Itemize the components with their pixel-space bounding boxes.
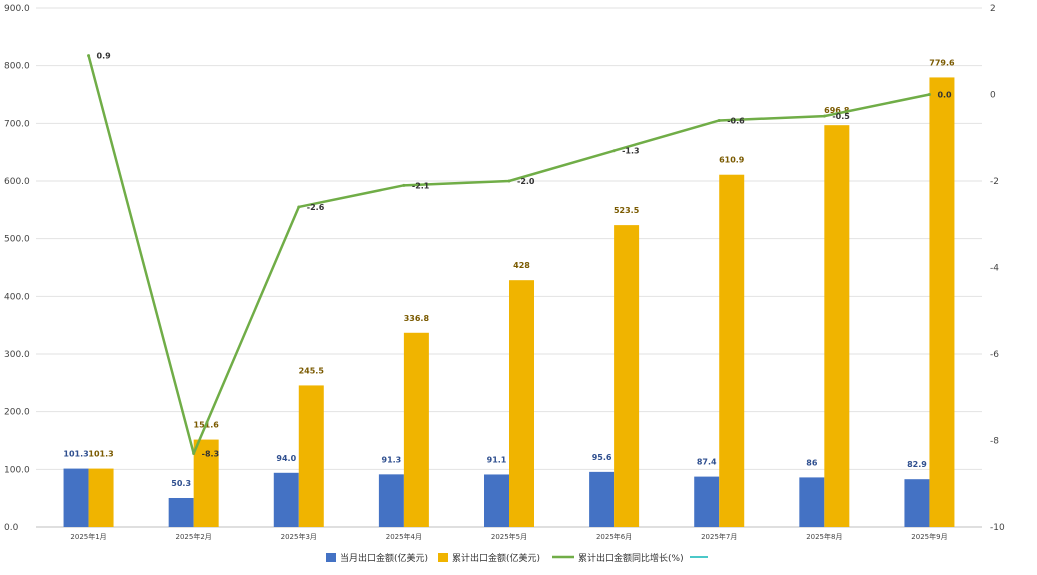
data-label-monthly: 87.4 (697, 458, 717, 467)
legend-label-cumulative: 累计出口金额(亿美元) (452, 552, 540, 564)
data-label-monthly: 95.6 (592, 453, 612, 462)
bar-cumulative-export (824, 125, 850, 528)
bar-monthly-export (63, 468, 89, 527)
x-axis-category-label: 2025年4月 (386, 532, 422, 541)
bar-monthly-export (378, 474, 404, 527)
bar-monthly-export (484, 474, 509, 527)
x-axis-category-label: 2025年5月 (491, 532, 527, 541)
right-axis-tick-label: 0 (990, 91, 996, 101)
left-axis-tick-label: 400.0 (4, 292, 30, 302)
left-axis-tick-label: 0.0 (4, 523, 19, 533)
data-label-growth: 0.0 (937, 91, 952, 100)
bar-cumulative-export (719, 174, 745, 527)
bar-monthly-export (273, 472, 299, 527)
data-label-cumulative: 428 (513, 261, 530, 270)
line-point (402, 183, 406, 187)
data-label-cumulative: 245.5 (299, 366, 325, 375)
line-point (192, 451, 196, 455)
line-point (87, 54, 91, 58)
left-axis-tick-label: 800.0 (4, 62, 30, 72)
data-label-cumulative: 610.9 (719, 156, 745, 165)
line-point (717, 118, 721, 122)
x-axis-category-label: 2025年6月 (596, 532, 632, 541)
bar-cumulative-export (509, 280, 534, 527)
data-label-growth: -2.6 (307, 203, 325, 212)
data-label-monthly: 101.3 (63, 450, 88, 459)
right-axis-tick-label: -4 (990, 264, 999, 274)
left-axis-tick-label: 500.0 (4, 235, 30, 245)
bar-cumulative-export (193, 439, 219, 527)
bar-cumulative-export (403, 332, 429, 527)
bar-monthly-export (694, 476, 720, 527)
left-axis-tick-label: 900.0 (4, 4, 30, 14)
data-label-cumulative: 696.8 (824, 106, 850, 115)
bar-monthly-export (799, 477, 825, 527)
bar-cumulative-export (298, 385, 324, 527)
data-label-cumulative: 101.3 (88, 450, 113, 459)
right-axis-tick-label: -8 (990, 437, 999, 447)
left-axis-tick-label: 300.0 (4, 350, 30, 360)
data-label-monthly: 91.1 (487, 455, 507, 464)
legend-swatch-monthly (326, 553, 336, 562)
data-label-growth: -1.3 (622, 147, 640, 156)
left-axis-tick-label: 600.0 (4, 177, 30, 187)
legend-label-growth: 累计出口金额同比增长(%) (578, 552, 684, 564)
left-axis-tick-label: 700.0 (4, 119, 30, 129)
line-point (297, 205, 301, 209)
bar-cumulative-export (614, 225, 640, 528)
x-axis-category-label: 2025年9月 (911, 532, 947, 541)
data-label-monthly: 94.0 (276, 454, 296, 463)
x-axis-category-label: 2025年2月 (176, 532, 212, 541)
data-label-growth: -8.3 (202, 449, 220, 458)
legend-swatch-cumulative (438, 553, 448, 562)
left-axis-tick-label: 100.0 (4, 465, 30, 475)
x-axis-category-label: 2025年7月 (701, 532, 737, 541)
legend-label-monthly: 当月出口金额(亿美元) (340, 552, 428, 564)
line-point (927, 93, 931, 96)
bar-monthly-export (904, 479, 930, 527)
data-label-cumulative: 336.8 (404, 314, 430, 323)
left-axis-tick-label: 200.0 (4, 408, 30, 418)
data-label-monthly: 50.3 (171, 479, 191, 488)
x-axis-category-label: 2025年1月 (70, 532, 106, 541)
data-label-cumulative: 523.5 (614, 206, 640, 215)
bar-cumulative-export (88, 468, 114, 527)
data-label-cumulative: 779.6 (929, 58, 955, 67)
right-axis-tick-label: -10 (990, 523, 1005, 533)
data-label-growth: -0.5 (832, 112, 850, 121)
data-label-monthly: 82.9 (907, 460, 927, 469)
line-point (822, 114, 826, 118)
bar-monthly-export (168, 497, 194, 527)
data-label-growth: -0.6 (727, 116, 745, 125)
right-axis-tick-label: 2 (990, 4, 996, 14)
data-label-monthly: 91.3 (382, 455, 402, 464)
right-axis-tick-label: -6 (990, 350, 999, 360)
data-label-growth: 0.9 (97, 52, 112, 61)
x-axis-category-label: 2025年3月 (281, 532, 317, 541)
data-label-monthly: 86 (806, 458, 818, 467)
line-point (507, 179, 511, 183)
bar-monthly-export (589, 471, 615, 527)
x-axis-category-label: 2025年8月 (806, 532, 842, 541)
line-point (612, 149, 616, 153)
right-axis-tick-label: -2 (990, 177, 999, 187)
bar-cumulative-export (929, 77, 955, 527)
data-label-growth: -2.0 (517, 177, 535, 186)
data-label-growth: -2.1 (412, 181, 430, 190)
